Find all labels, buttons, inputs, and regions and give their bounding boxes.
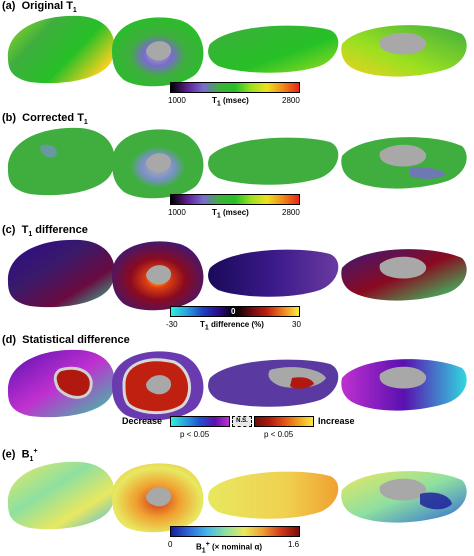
panel-b-corrected-t1: (b) Corrected T1 1000 T1 (msec) 2800 bbox=[0, 112, 474, 222]
panel-c-colorbar-center: 0 bbox=[231, 307, 236, 316]
panel-e-title: (e) B1+ bbox=[2, 448, 38, 463]
panel-c-colorbar bbox=[170, 306, 300, 317]
panel-e-brain-surfaces bbox=[7, 461, 467, 533]
panel-e-colorbar-title: B1+ (× nominal α) bbox=[196, 541, 263, 555]
panel-d-brain-surfaces bbox=[7, 349, 467, 421]
panel-c-colorbar-min: -30 bbox=[166, 320, 178, 329]
panel-d-left-p-value: p < 0.05 bbox=[180, 430, 210, 439]
panel-a-colorbar-min: 1000 bbox=[168, 96, 186, 105]
panel-a-original-t1: (a) Original T1 1000 T1 (mse bbox=[0, 0, 474, 110]
panel-d-colorbar-left bbox=[170, 416, 230, 427]
panel-d-ns-box: N.S. bbox=[232, 416, 252, 427]
panel-b-colorbar bbox=[170, 194, 300, 205]
panel-c-brain-surfaces bbox=[7, 239, 467, 311]
panel-d-decrease-label: Decrease bbox=[122, 416, 163, 426]
panel-d-increase-label: Increase bbox=[318, 416, 355, 426]
panel-e-b1-plus: (e) B1+ 0 B1+ (× nomina bbox=[0, 446, 474, 555]
panel-b-colorbar-max: 2800 bbox=[282, 208, 300, 217]
panel-e-colorbar-min: 0 bbox=[168, 540, 173, 549]
panel-d-title: (d) Statistical difference bbox=[2, 334, 130, 346]
panel-a-colorbar-max: 2800 bbox=[282, 96, 300, 105]
panel-e-colorbar bbox=[170, 526, 300, 537]
panel-b-colorbar-title: T1 (msec) bbox=[212, 208, 249, 220]
panel-e-colorbar-max: 1.6 bbox=[288, 540, 300, 549]
panel-d-statistical-difference: (d) Statistical difference Decrease N.S.… bbox=[0, 334, 474, 446]
panel-b-title: (b) Corrected T1 bbox=[2, 112, 88, 127]
panel-c-colorbar-max: 30 bbox=[292, 320, 301, 329]
panel-a-colorbar-title: T1 (msec) bbox=[212, 96, 249, 108]
panel-c-t1-difference: (c) T1 difference 0 -30 T1 bbox=[0, 224, 474, 334]
panel-b-colorbar-min: 1000 bbox=[168, 208, 186, 217]
panel-a-brain-surfaces bbox=[7, 15, 467, 87]
panel-c-title: (c) T1 difference bbox=[2, 224, 88, 239]
panel-c-colorbar-title: T1 difference (%) bbox=[200, 320, 264, 332]
panel-d-right-p-value: p < 0.05 bbox=[264, 430, 294, 439]
panel-a-colorbar bbox=[170, 82, 300, 93]
panel-b-brain-surfaces bbox=[7, 127, 467, 199]
panel-a-title: (a) Original T1 bbox=[2, 0, 77, 15]
panel-d-colorbar-right bbox=[254, 416, 314, 427]
